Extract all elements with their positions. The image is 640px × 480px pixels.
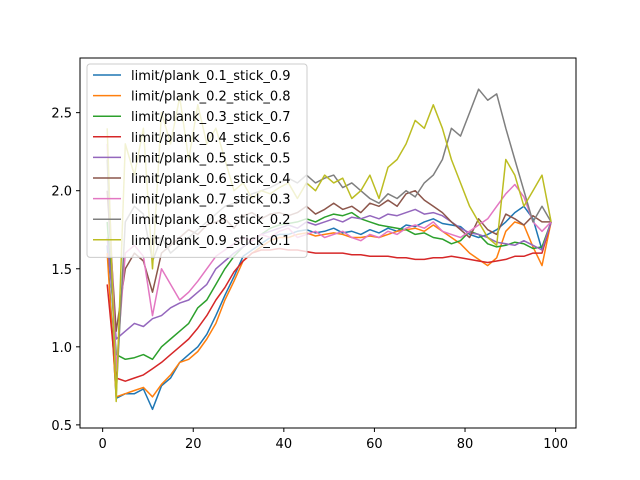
x-tick-label-2: 40 [276,437,293,452]
x-tick-label-5: 100 [543,437,568,452]
legend-label-5: limit/plank_0.5_stick_0.5 [131,151,291,166]
y-tick-label-4: 2.5 [51,107,72,122]
x-tick-label-1: 20 [185,437,202,452]
legend-label-9: limit/plank_0.9_stick_0.1 [131,234,291,249]
legend-label-2: limit/plank_0.2_stick_0.8 [131,90,291,105]
y-tick-label-0: 0.5 [51,419,72,434]
legend-label-7: limit/plank_0.7_stick_0.3 [131,193,291,208]
x-tick-label-0: 0 [99,437,107,452]
x-tick-label-4: 80 [457,437,474,452]
y-tick-label-1: 1.0 [51,341,72,356]
x-axis: 0 20 40 60 80 100 [99,428,569,452]
legend-label-4: limit/plank_0.4_stick_0.6 [131,131,291,146]
legend: limit/plank_0.1_stick_0.9 limit/plank_0.2… [87,64,307,257]
y-tick-label-3: 2.0 [51,185,72,200]
y-axis: 0.5 1.0 1.5 2.0 2.5 [51,107,80,434]
legend-label-1: limit/plank_0.1_stick_0.9 [131,69,291,84]
y-tick-label-2: 1.5 [51,263,72,278]
x-tick-label-3: 60 [366,437,383,452]
legend-label-8: limit/plank_0.8_stick_0.2 [131,213,291,228]
legend-label-6: limit/plank_0.6_stick_0.4 [131,172,291,187]
legend-label-3: limit/plank_0.3_stick_0.7 [131,110,291,125]
